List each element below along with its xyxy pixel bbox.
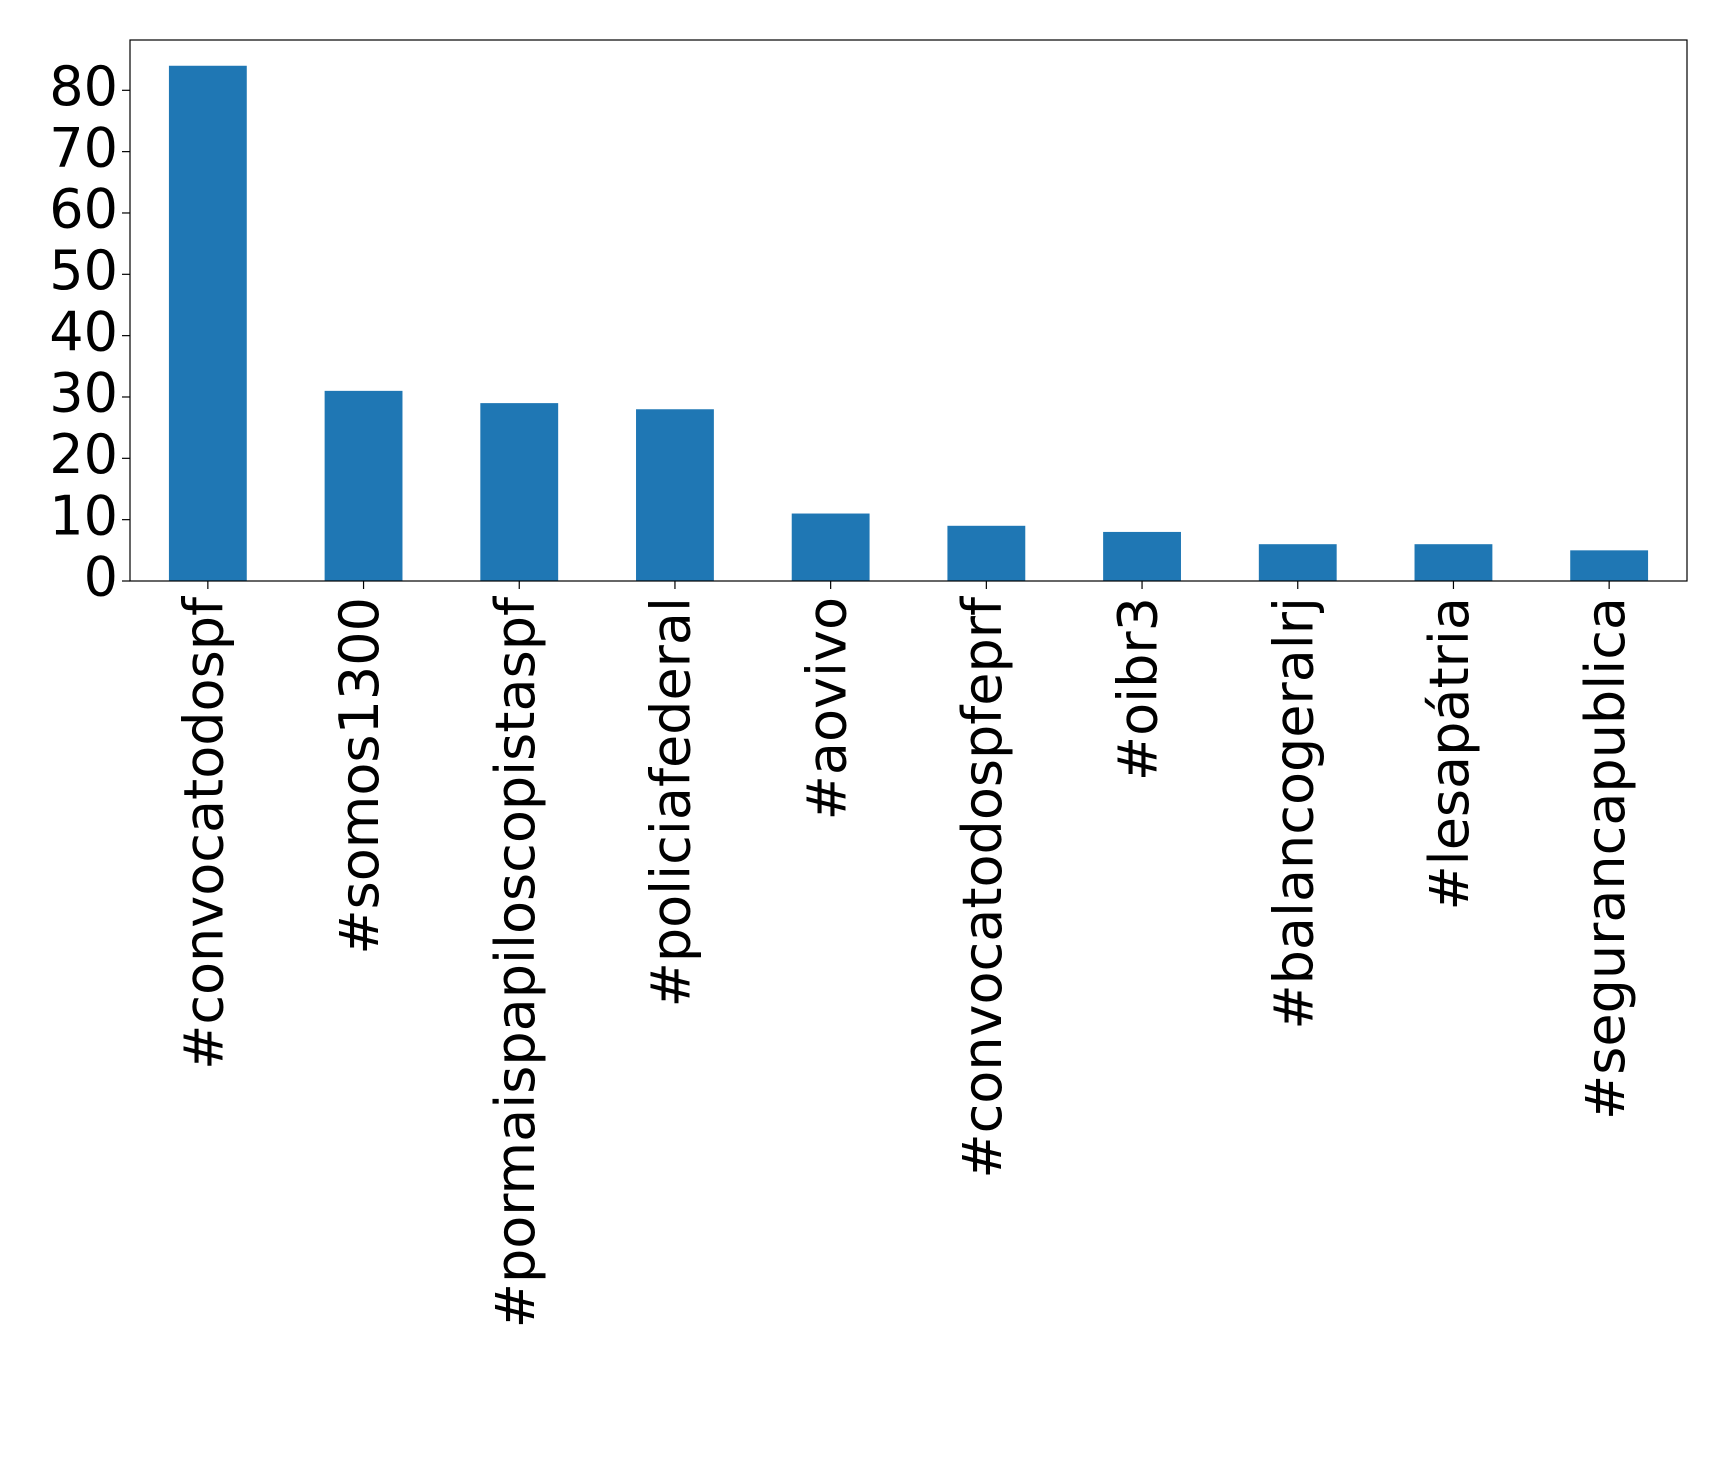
y-tick-label: 30 [49,362,118,425]
bar [324,390,403,581]
x-tick-label: #policiafederal [640,597,703,1007]
x-tick-label: #aovivo [795,597,858,820]
x-tick-label: #somos1300 [328,597,391,955]
y-tick-label: 60 [49,178,118,241]
bar [480,403,559,581]
y-tick-label: 70 [49,116,118,179]
bar [947,525,1026,581]
bar [791,513,870,581]
bar [1258,544,1337,581]
y-tick-label: 20 [49,423,118,486]
x-tick-label: #convocatodospfeprf [951,595,1014,1179]
y-tick-label: 80 [49,55,118,118]
x-tick-label: #balancogeralrj [1262,597,1325,1030]
bar [1414,544,1493,581]
y-tick-label: 50 [49,239,118,302]
y-tick-label: 0 [84,546,118,609]
x-tick-label: #pormaispapiloscopistaspf [484,595,547,1328]
plot-frame [129,39,1688,582]
x-tick-label: #convocatodospf [172,595,235,1070]
bar [168,65,247,581]
x-tick-label: #lesapátria [1418,597,1481,911]
bar [1103,531,1181,581]
y-tick-label: 10 [49,484,118,547]
bar [1570,550,1649,581]
bar [636,409,714,581]
x-tick-label: #segurancapublica [1574,597,1637,1120]
x-tick-label: #oibr3 [1107,597,1170,781]
y-tick-label: 40 [49,300,118,363]
